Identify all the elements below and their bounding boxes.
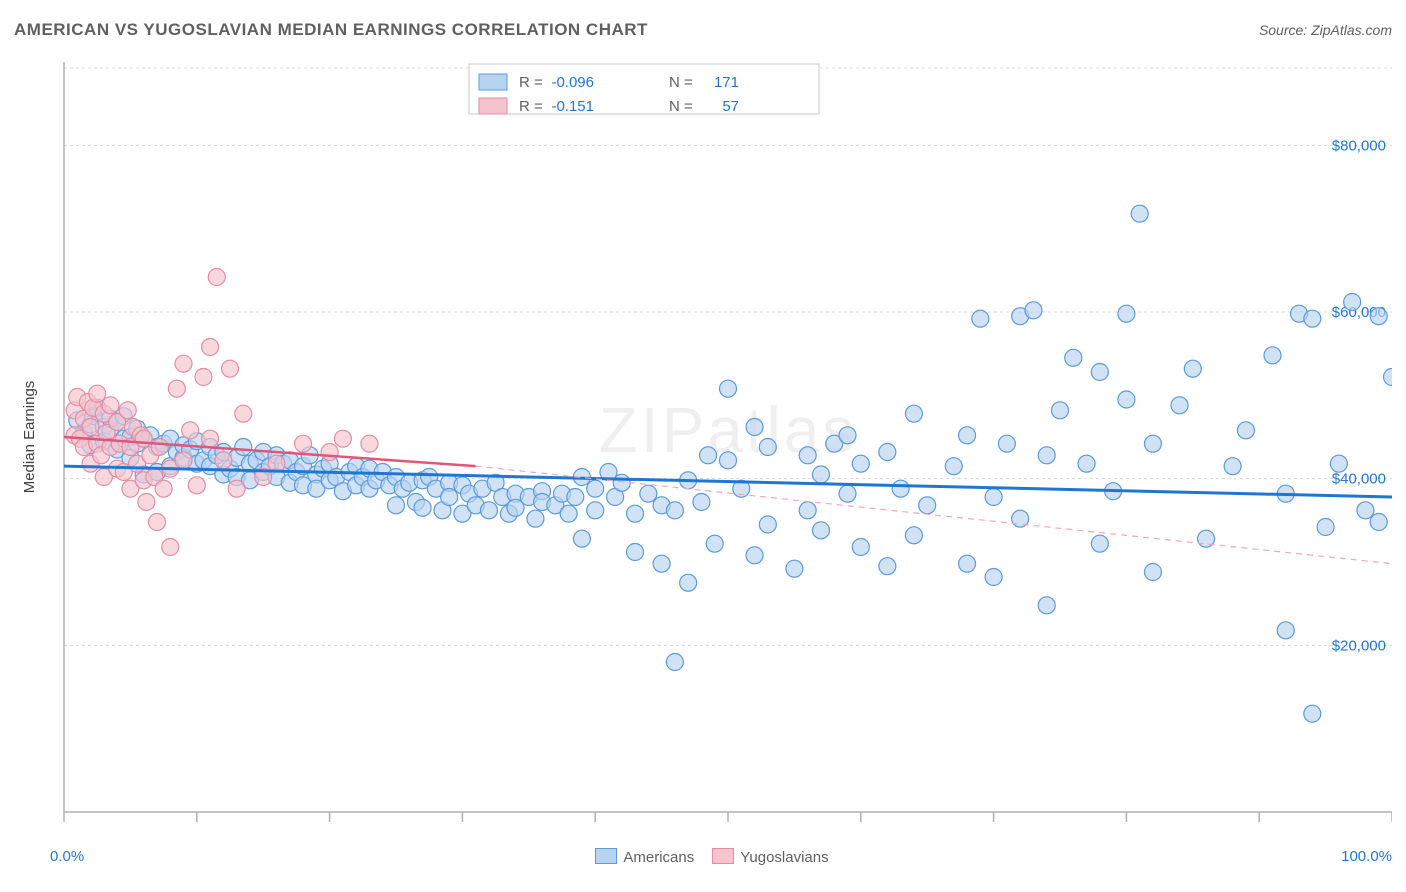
svg-text:Median Earnings: Median Earnings	[21, 381, 38, 494]
svg-text:R =: R =	[519, 74, 543, 91]
legend-swatch	[712, 848, 734, 864]
svg-text:57: 57	[722, 98, 739, 115]
svg-text:-0.096: -0.096	[551, 74, 594, 91]
svg-text:N =: N =	[669, 74, 693, 91]
svg-text:$80,000: $80,000	[1332, 137, 1386, 154]
svg-text:171: 171	[714, 74, 739, 91]
source-attribution: Source: ZipAtlas.com	[1259, 22, 1392, 38]
svg-text:$20,000: $20,000	[1332, 637, 1386, 654]
legend-label: Americans	[623, 849, 694, 866]
svg-text:R =: R =	[519, 98, 543, 115]
legend-swatch	[595, 848, 617, 864]
legend-label: Yugoslavians	[740, 849, 828, 866]
svg-text:N =: N =	[669, 98, 693, 115]
chart-title: AMERICAN VS YUGOSLAVIAN MEDIAN EARNINGS …	[14, 20, 648, 39]
x-axis-footer: 0.0% AmericansYugoslavians 100.0%	[14, 848, 1392, 878]
bottom-legend: Americans Yugoslavians	[14, 848, 1392, 866]
svg-text:$40,000: $40,000	[1332, 471, 1386, 488]
svg-text:-0.151: -0.151	[551, 98, 594, 115]
scatter-chart: $20,000$40,000$60,000$80,000Median Earni…	[14, 52, 1392, 832]
x-axis-max-label: 100.0%	[1341, 848, 1392, 865]
